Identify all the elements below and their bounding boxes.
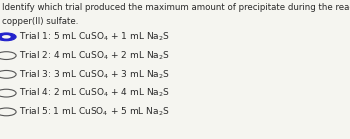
Text: Trial 5: 1 mL CuSO$_4$ + 5 mL Na$_2$S: Trial 5: 1 mL CuSO$_4$ + 5 mL Na$_2$S bbox=[19, 106, 170, 118]
Text: Trial 4: 2 mL CuSO$_4$ + 4 mL Na$_2$S: Trial 4: 2 mL CuSO$_4$ + 4 mL Na$_2$S bbox=[19, 87, 170, 99]
Text: copper(II) sulfate.: copper(II) sulfate. bbox=[2, 17, 78, 26]
Circle shape bbox=[0, 33, 16, 41]
Text: Trial 3: 3 mL CuSO$_4$ + 3 mL Na$_2$S: Trial 3: 3 mL CuSO$_4$ + 3 mL Na$_2$S bbox=[19, 68, 170, 81]
Circle shape bbox=[2, 35, 11, 39]
Text: Trial 1: 5 mL CuSO$_4$ + 1 mL Na$_2$S: Trial 1: 5 mL CuSO$_4$ + 1 mL Na$_2$S bbox=[19, 31, 170, 43]
Text: Identify which trial produced the maximum amount of precipitate during the react: Identify which trial produced the maximu… bbox=[2, 3, 350, 13]
Text: Trial 2: 4 mL CuSO$_4$ + 2 mL Na$_2$S: Trial 2: 4 mL CuSO$_4$ + 2 mL Na$_2$S bbox=[19, 49, 170, 62]
